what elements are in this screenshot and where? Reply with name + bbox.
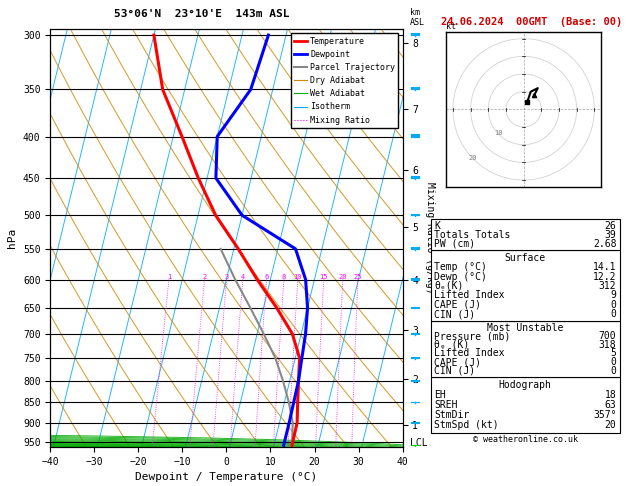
Text: 0: 0 [611, 300, 616, 310]
Text: SREH: SREH [434, 400, 457, 410]
Text: Lifted Index: Lifted Index [434, 348, 504, 359]
Text: Surface: Surface [504, 253, 546, 263]
Text: 6: 6 [264, 274, 269, 279]
Text: LCL: LCL [409, 438, 427, 448]
Text: 12.2: 12.2 [593, 272, 616, 281]
Text: kt: kt [446, 22, 456, 31]
Text: 14.1: 14.1 [593, 262, 616, 272]
Y-axis label: hPa: hPa [8, 228, 18, 248]
Text: Lifted Index: Lifted Index [434, 291, 504, 300]
Text: 5: 5 [611, 348, 616, 359]
Text: Hodograph: Hodograph [499, 380, 552, 390]
Text: 9: 9 [611, 291, 616, 300]
Text: 1: 1 [167, 274, 171, 279]
Text: StmDir: StmDir [434, 410, 469, 420]
Text: 24.06.2024  00GMT  (Base: 00): 24.06.2024 00GMT (Base: 00) [441, 17, 622, 27]
Text: 63: 63 [604, 400, 616, 410]
Text: 0: 0 [611, 357, 616, 367]
Text: 8: 8 [282, 274, 286, 279]
Text: 10: 10 [494, 130, 503, 136]
Text: CAPE (J): CAPE (J) [434, 357, 481, 367]
Text: Dewp (°C): Dewp (°C) [434, 272, 487, 281]
Text: 20: 20 [469, 155, 477, 161]
Text: km
ASL: km ASL [409, 8, 425, 27]
Text: 20: 20 [604, 420, 616, 431]
Text: θₑ(K): θₑ(K) [434, 281, 464, 291]
Text: 25: 25 [353, 274, 362, 279]
Text: 3: 3 [225, 274, 229, 279]
Text: 20: 20 [338, 274, 347, 279]
Text: 312: 312 [599, 281, 616, 291]
Text: 0: 0 [611, 365, 616, 376]
Text: Totals Totals: Totals Totals [434, 230, 510, 240]
Text: Temp (°C): Temp (°C) [434, 262, 487, 272]
Text: CIN (J): CIN (J) [434, 365, 475, 376]
Text: 26: 26 [604, 221, 616, 231]
Text: Most Unstable: Most Unstable [487, 323, 564, 332]
Text: 318: 318 [599, 340, 616, 350]
Text: 18: 18 [604, 390, 616, 400]
Text: 700: 700 [599, 331, 616, 341]
Text: 53°06'N  23°10'E  143m ASL: 53°06'N 23°10'E 143m ASL [113, 9, 289, 19]
Text: 15: 15 [320, 274, 328, 279]
Text: 357°: 357° [593, 410, 616, 420]
Text: EH: EH [434, 390, 446, 400]
Text: 10: 10 [294, 274, 302, 279]
Text: 2: 2 [203, 274, 207, 279]
Text: θₑ (K): θₑ (K) [434, 340, 469, 350]
Text: K: K [434, 221, 440, 231]
Legend: Temperature, Dewpoint, Parcel Trajectory, Dry Adiabat, Wet Adiabat, Isotherm, Mi: Temperature, Dewpoint, Parcel Trajectory… [291, 34, 398, 128]
Text: PW (cm): PW (cm) [434, 239, 475, 249]
Text: CIN (J): CIN (J) [434, 309, 475, 319]
Text: © weatheronline.co.uk: © weatheronline.co.uk [473, 435, 577, 444]
Y-axis label: Mixing Ratio (g/kg): Mixing Ratio (g/kg) [425, 182, 435, 294]
Text: StmSpd (kt): StmSpd (kt) [434, 420, 499, 431]
X-axis label: Dewpoint / Temperature (°C): Dewpoint / Temperature (°C) [135, 472, 318, 483]
Text: 0: 0 [611, 309, 616, 319]
Text: CAPE (J): CAPE (J) [434, 300, 481, 310]
Text: Pressure (mb): Pressure (mb) [434, 331, 510, 341]
Text: 4: 4 [241, 274, 245, 279]
Text: 39: 39 [604, 230, 616, 240]
Text: 2.68: 2.68 [593, 239, 616, 249]
